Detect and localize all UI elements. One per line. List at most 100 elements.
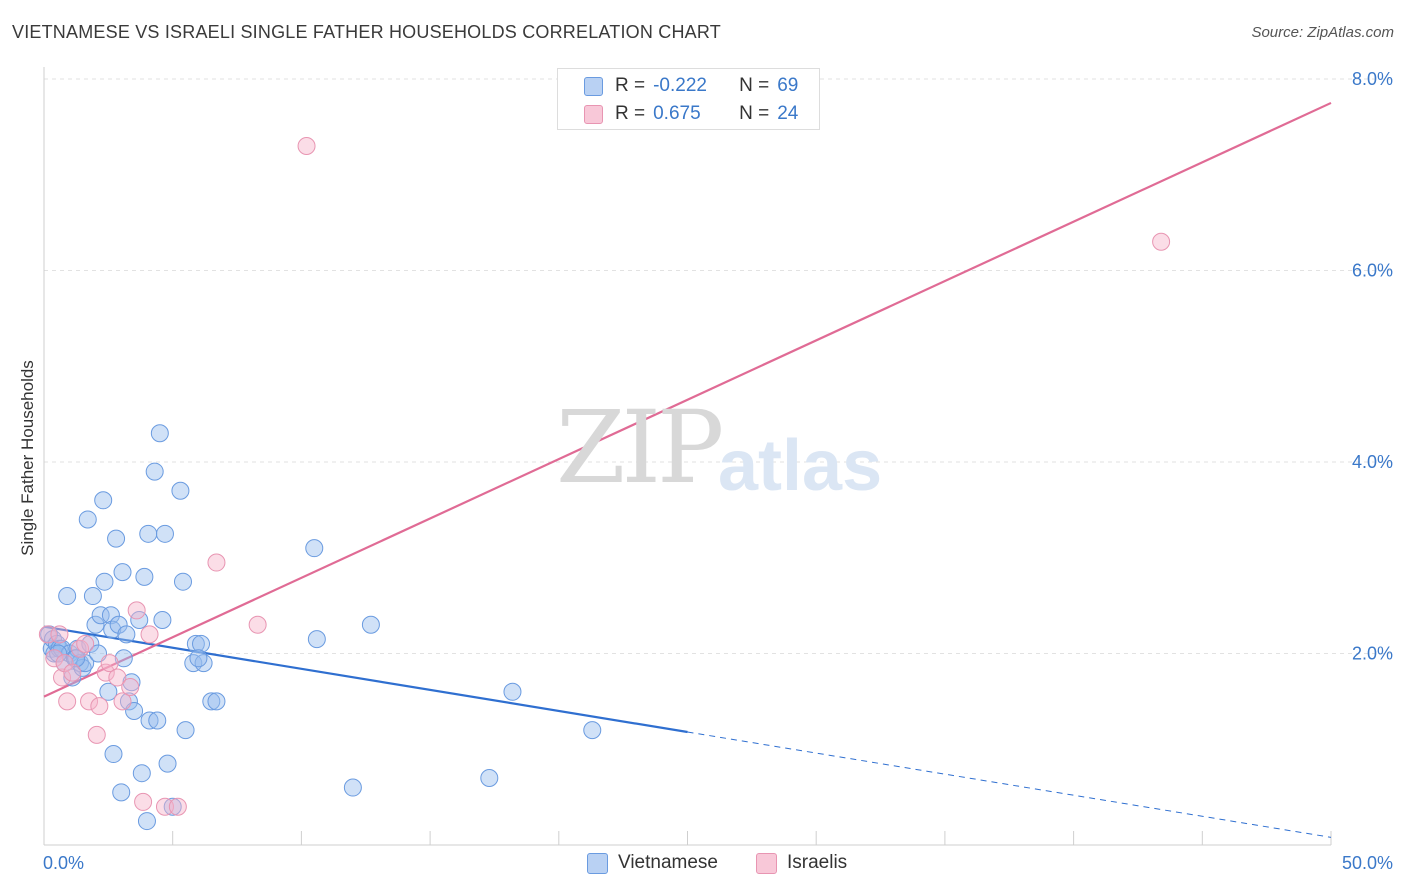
data-point-vietnamese [343, 778, 362, 797]
data-point-israelis [168, 797, 187, 816]
data-point-israelis [45, 649, 64, 668]
data-point-vietnamese [140, 711, 159, 730]
data-point-vietnamese [176, 721, 195, 740]
correlation-legend: R = -0.222 N = 69 R = 0.675 N = 24 [557, 68, 820, 130]
data-point-vietnamese [78, 510, 97, 529]
y-tick-label: 4.0% [1352, 452, 1393, 472]
data-point-vietnamese [91, 606, 110, 625]
data-point-vietnamese [104, 745, 123, 764]
y-tick-label: 8.0% [1352, 69, 1393, 89]
data-point-vietnamese [189, 649, 208, 668]
legend-r-label: R = [615, 75, 646, 96]
series-legend-label: Vietnamese [618, 852, 718, 873]
data-point-vietnamese [125, 701, 144, 720]
data-point-vietnamese [67, 649, 86, 668]
data-point-vietnamese [480, 768, 499, 787]
y-axis-label: Single Father Households [18, 360, 37, 556]
data-point-vietnamese [171, 481, 190, 500]
data-point-vietnamese [153, 610, 172, 629]
data-point-vietnamese [95, 572, 114, 591]
data-point-vietnamese [184, 654, 203, 673]
legend-n-value: 24 [777, 103, 799, 124]
data-point-vietnamese [307, 630, 326, 649]
x-tick-label: 50.0% [1342, 853, 1393, 873]
data-point-israelis [297, 137, 316, 156]
axis-layer [43, 67, 1332, 846]
data-point-vietnamese [58, 587, 77, 606]
data-point-vietnamese [113, 563, 132, 582]
data-point-israelis [248, 615, 267, 634]
data-point-vietnamese [150, 424, 169, 443]
point-layer [38, 137, 1171, 831]
trendline-extension-vietnamese [687, 731, 1332, 838]
data-point-vietnamese [99, 682, 118, 701]
data-point-vietnamese [89, 644, 108, 663]
series-legend-vietnamese[interactable]: Vietnamese [587, 852, 718, 874]
data-point-vietnamese [583, 721, 602, 740]
data-point-vietnamese [132, 764, 151, 783]
data-point-vietnamese [137, 812, 156, 831]
data-point-vietnamese [109, 615, 128, 634]
data-point-vietnamese [503, 682, 522, 701]
data-point-vietnamese [173, 572, 192, 591]
grid-layer [44, 78, 1391, 654]
watermark-zip: ZIP [556, 389, 724, 506]
data-point-vietnamese [163, 797, 182, 816]
data-point-vietnamese [94, 491, 113, 510]
data-point-israelis [108, 668, 127, 687]
data-point-israelis [50, 625, 69, 644]
legend-row-israelis: R = 0.675 N = 24 [584, 101, 798, 127]
series-legend: Vietnamese Israelis [0, 852, 1406, 876]
trendline-israelis [43, 101, 1332, 698]
trendline-vietnamese [43, 625, 688, 734]
data-point-israelis [55, 654, 74, 673]
data-point-israelis [87, 725, 106, 744]
data-point-israelis [58, 692, 77, 711]
data-point-israelis [53, 668, 72, 687]
legend-swatch-israelis [584, 104, 603, 124]
data-point-vietnamese [148, 711, 167, 730]
data-point-israelis [155, 797, 174, 816]
data-point-vietnamese [86, 615, 105, 634]
data-point-israelis [127, 601, 146, 620]
data-point-vietnamese [361, 615, 380, 634]
legend-n-label: N = [739, 75, 770, 96]
data-point-vietnamese [192, 634, 211, 653]
data-point-israelis [1152, 232, 1171, 251]
data-point-vietnamese [117, 625, 136, 644]
series-legend-label: Israelis [787, 852, 848, 873]
tick-label-layer: 2.0% 4.0% 6.0% 8.0% 0.0% 50.0% [43, 69, 1393, 873]
legend-r-label: R = [615, 103, 646, 124]
data-point-vietnamese [207, 692, 226, 711]
data-point-israelis [90, 697, 109, 716]
data-point-vietnamese [76, 654, 95, 673]
legend-n-value: 69 [777, 75, 799, 96]
data-point-vietnamese [186, 634, 205, 653]
data-point-vietnamese [119, 692, 138, 711]
data-point-vietnamese [194, 654, 213, 673]
legend-r-value: 0.675 [653, 103, 701, 124]
trendline-layer [43, 101, 1332, 838]
data-point-israelis [113, 692, 132, 711]
data-point-vietnamese [112, 783, 131, 802]
legend-r-value: -0.222 [653, 75, 707, 96]
series-swatch-vietnamese [587, 852, 608, 874]
series-legend-israelis[interactable]: Israelis [756, 852, 847, 874]
data-point-israelis [140, 625, 159, 644]
data-point-vietnamese [202, 692, 221, 711]
data-point-israelis [80, 692, 99, 711]
data-point-vietnamese [155, 524, 174, 543]
data-point-israelis [121, 678, 140, 697]
data-point-vietnamese [114, 649, 133, 668]
data-point-vietnamese [73, 658, 92, 677]
watermark-atlas: atlas [718, 426, 883, 506]
data-point-vietnamese [145, 462, 164, 481]
data-point-vietnamese [158, 754, 177, 773]
data-point-vietnamese [81, 634, 100, 653]
data-point-israelis [207, 553, 226, 572]
data-point-vietnamese [107, 529, 126, 548]
data-point-vietnamese [305, 539, 324, 558]
y-tick-label: 6.0% [1352, 261, 1393, 281]
chart-title: VIETNAMESE VS ISRAELI SINGLE FATHER HOUS… [12, 22, 721, 42]
